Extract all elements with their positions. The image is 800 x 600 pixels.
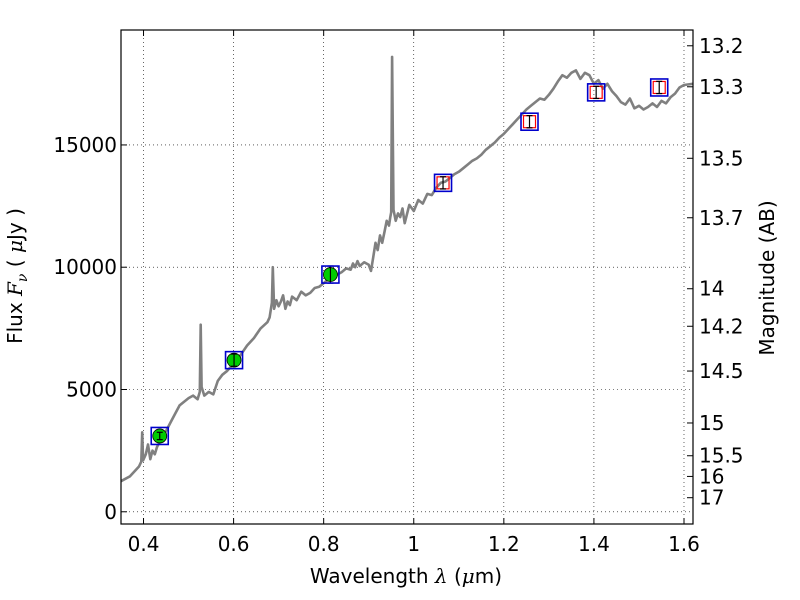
synthetic-marker	[649, 78, 669, 97]
x-tick-label: 1	[407, 532, 420, 556]
synthetic-marker	[520, 112, 539, 132]
magnitude-tick-label: 13.5	[699, 146, 744, 170]
x-tick-label: 0.4	[128, 532, 160, 556]
x-tick-label: 1.2	[488, 532, 520, 556]
photometry-point-g	[150, 426, 170, 446]
synthetic-marker	[321, 265, 340, 284]
x-tick-label: 1.6	[668, 532, 700, 556]
series-layer	[120, 55, 694, 483]
spectrum-line	[120, 55, 694, 483]
magnitude-axis-label: Magnitude (AB)	[755, 200, 779, 355]
magnitude-tick-label: 13.3	[699, 75, 744, 99]
magnitude-tick-label: 13.2	[699, 34, 744, 58]
ticks-layer: 0.4 0.6 0.8 1 1.2 1.4 1.6 0 5000 10000 15000 13.2 13…	[53, 30, 744, 556]
synthetic-marker	[433, 173, 453, 193]
plot-frame	[120, 29, 694, 525]
magnitude-tick-label: 13.7	[699, 206, 744, 230]
photometry-point-i	[321, 265, 340, 284]
magnitude-tick-label: 14.5	[699, 359, 744, 383]
photometry-point-Y	[433, 173, 453, 193]
y-tick-label: 10000	[53, 255, 117, 279]
photometry-point-J	[520, 112, 539, 132]
y-tick-label: 5000	[66, 377, 117, 401]
magnitude-tick-label: 16	[699, 464, 724, 488]
magnitude-tick-label: 14	[699, 277, 724, 301]
x-tick-label: 1.4	[578, 532, 610, 556]
photometry-point-r	[224, 350, 244, 370]
magnitude-tick-label: 15	[699, 411, 724, 435]
x-tick-label: 0.8	[308, 532, 340, 556]
x-axis-label: Wavelength λ (μm)	[310, 564, 502, 588]
y-tick-label: 0	[104, 500, 117, 524]
magnitude-tick-label: 14.2	[699, 314, 744, 338]
points-layer	[150, 78, 669, 446]
y-tick-label: 15000	[53, 133, 117, 157]
x-tick-label: 0.6	[218, 532, 250, 556]
magnitude-tick-label: 17	[699, 486, 724, 510]
grid-layer	[121, 30, 693, 524]
y-axis-label: Flux Fν ( μJy )	[3, 208, 31, 344]
synthetic-marker	[150, 426, 170, 446]
photometry-point-H	[586, 83, 606, 102]
synthetic-marker	[224, 350, 244, 370]
synthetic-marker	[586, 83, 606, 102]
photometry-point-K	[649, 78, 669, 97]
magnitude-tick-label: 15.5	[699, 444, 744, 468]
